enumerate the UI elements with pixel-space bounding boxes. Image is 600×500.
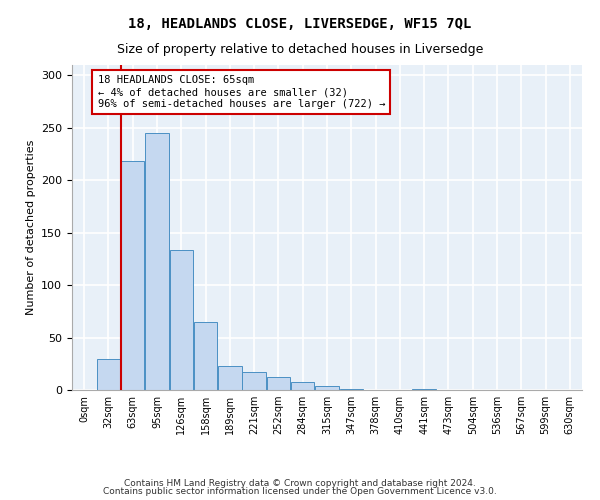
Bar (170, 250, 193, 390)
Bar (121, 162, 145, 390)
Text: Size of property relative to detached houses in Liversedge: Size of property relative to detached ho… (117, 42, 483, 56)
Bar (340, 389, 363, 390)
Bar (97, 358, 120, 390)
Bar (145, 133, 169, 390)
Text: 18 HEADLANDS CLOSE: 65sqm
← 4% of detached houses are smaller (32)
96% of semi-d: 18 HEADLANDS CLOSE: 65sqm ← 4% of detach… (97, 76, 385, 108)
Text: Contains public sector information licensed under the Open Government Licence v3: Contains public sector information licen… (103, 487, 497, 496)
Bar (242, 372, 266, 390)
Bar (412, 389, 436, 390)
Text: 18, HEADLANDS CLOSE, LIVERSEDGE, WF15 7QL: 18, HEADLANDS CLOSE, LIVERSEDGE, WF15 7Q… (128, 18, 472, 32)
Bar (315, 386, 339, 390)
Bar (194, 322, 217, 390)
Y-axis label: Number of detached properties: Number of detached properties (26, 140, 35, 315)
Text: Contains HM Land Registry data © Crown copyright and database right 2024.: Contains HM Land Registry data © Crown c… (124, 478, 476, 488)
Bar (218, 366, 242, 390)
Bar (266, 378, 290, 390)
Bar (291, 382, 314, 390)
